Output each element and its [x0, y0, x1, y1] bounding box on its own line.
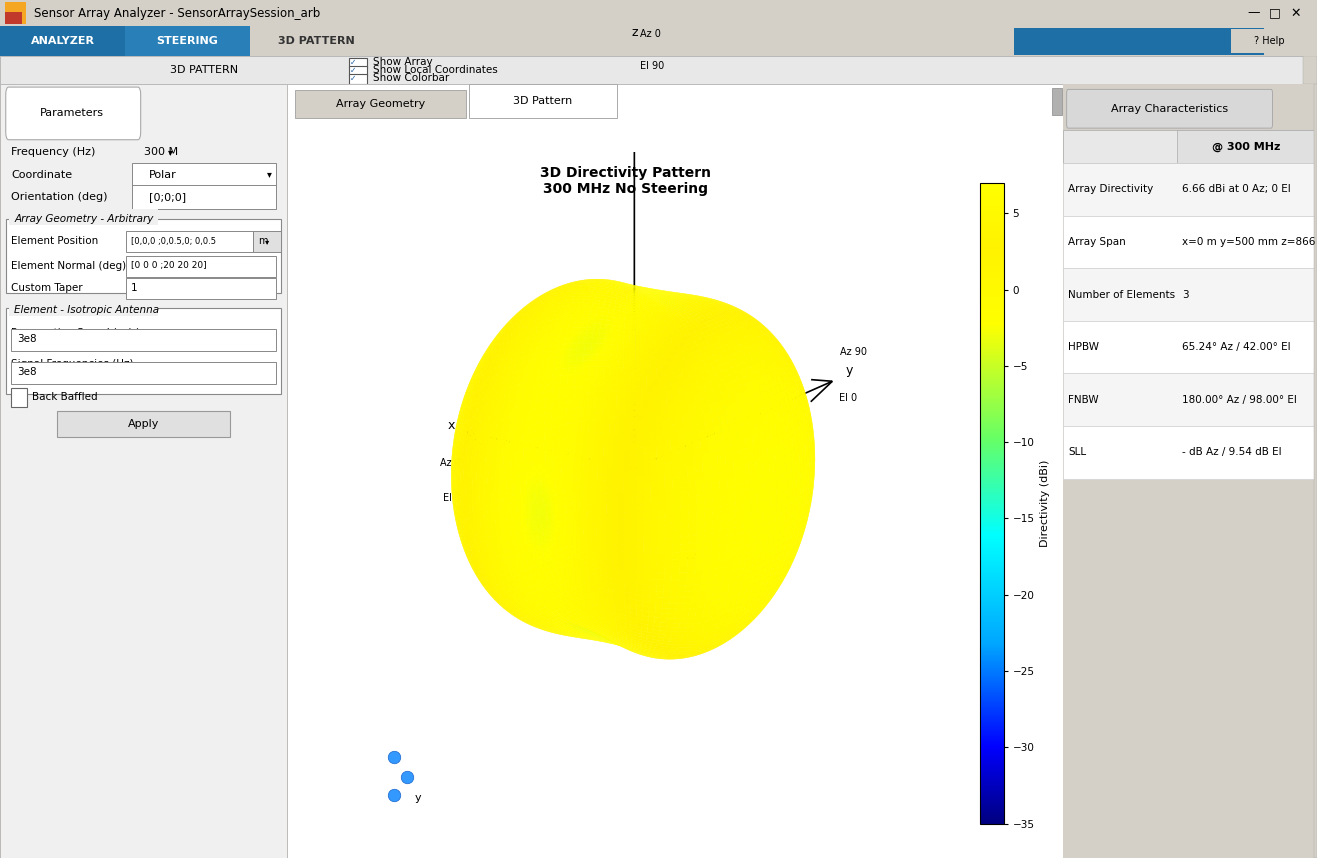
Bar: [5, 2, 26, 24]
Text: m: m: [258, 236, 267, 246]
Bar: [12, 362, 275, 384]
Text: 180.00° Az / 98.00° El: 180.00° Az / 98.00° El: [1183, 395, 1297, 405]
Text: 3D PATTERN: 3D PATTERN: [278, 36, 354, 46]
FancyBboxPatch shape: [1067, 89, 1272, 128]
Bar: [12, 388, 28, 407]
Text: 3D Pattern: 3D Pattern: [514, 96, 573, 106]
Text: 1: 1: [130, 282, 137, 293]
Text: Parameters: Parameters: [40, 107, 104, 118]
Text: Array Geometry: Array Geometry: [336, 100, 425, 109]
Bar: [9, 209, 158, 225]
Bar: [1052, 88, 1062, 115]
Text: □: □: [1270, 7, 1280, 20]
Title: 3D Directivity Pattern
300 MHz No Steering: 3D Directivity Pattern 300 MHz No Steeri…: [540, 166, 711, 196]
Text: Coordinate: Coordinate: [12, 170, 72, 179]
Text: Show Local Coordinates: Show Local Coordinates: [373, 65, 498, 76]
Text: Show Array: Show Array: [373, 57, 432, 68]
Bar: [1063, 426, 1317, 479]
Bar: [5, 309, 282, 394]
Text: Number of Elements: Number of Elements: [1068, 289, 1175, 299]
Text: Signal Frequencies (Hz): Signal Frequencies (Hz): [12, 360, 134, 369]
Text: Frequency (Hz): Frequency (Hz): [12, 147, 96, 157]
Bar: [1063, 269, 1317, 321]
Text: FNBW: FNBW: [1068, 395, 1098, 405]
Text: ✓: ✓: [350, 66, 357, 75]
Text: Sensor Array Analyzer - SensorArraySession_arb: Sensor Array Analyzer - SensorArraySessi…: [34, 7, 320, 20]
Text: [0;0;0]: [0;0;0]: [149, 192, 187, 202]
Bar: [9, 300, 158, 317]
Bar: [132, 185, 275, 208]
Bar: [1314, 84, 1317, 858]
Text: Array Span: Array Span: [1068, 237, 1126, 247]
Bar: [1303, 56, 1317, 84]
Text: Propagation Speed (m/s): Propagation Speed (m/s): [12, 329, 141, 338]
Text: Array Geometry - Arbitrary: Array Geometry - Arbitrary: [14, 214, 154, 224]
Text: Element - Isotropic Antenna: Element - Isotropic Antenna: [14, 305, 159, 315]
Bar: [1014, 27, 1264, 55]
Text: HPBW: HPBW: [1068, 342, 1098, 352]
FancyBboxPatch shape: [5, 88, 141, 140]
Bar: [132, 163, 275, 186]
Text: 65.24° Az / 42.00° El: 65.24° Az / 42.00° El: [1183, 342, 1291, 352]
Bar: [58, 411, 229, 437]
Text: ✓: ✓: [350, 74, 357, 82]
Text: Show Colorbar: Show Colorbar: [373, 73, 449, 83]
Y-axis label: Directivity (dBi): Directivity (dBi): [1040, 460, 1050, 547]
Text: Custom Taper: Custom Taper: [12, 282, 83, 293]
Text: 300 M: 300 M: [144, 147, 178, 157]
Bar: [349, 58, 367, 68]
Bar: [1231, 29, 1308, 53]
Text: 3: 3: [1183, 289, 1189, 299]
Bar: [1063, 373, 1317, 426]
Text: - dB Az / 9.54 dB El: - dB Az / 9.54 dB El: [1183, 447, 1281, 457]
Text: Array Characteristics: Array Characteristics: [1112, 104, 1229, 114]
Bar: [125, 26, 250, 56]
Text: Element Position: Element Position: [12, 236, 99, 246]
Text: Array Directivity: Array Directivity: [1068, 184, 1154, 194]
Text: Orientation (deg): Orientation (deg): [12, 192, 108, 202]
Text: 3e8: 3e8: [17, 335, 37, 344]
Bar: [295, 90, 465, 118]
Text: Element Normal (deg): Element Normal (deg): [12, 261, 126, 271]
Text: 3D PATTERN: 3D PATTERN: [170, 65, 238, 75]
Text: Polar: Polar: [149, 170, 176, 179]
Bar: [349, 66, 367, 76]
Text: ? Help: ? Help: [1254, 36, 1285, 46]
Text: ANALYZER: ANALYZER: [30, 36, 95, 46]
Text: ▾: ▾: [169, 147, 173, 157]
Text: [0,0,0 ;0,0.5,0; 0,0.5: [0,0,0 ;0,0.5,0; 0,0.5: [130, 237, 216, 245]
Text: ▾: ▾: [267, 170, 271, 179]
Bar: [126, 278, 275, 299]
Text: x=0 m y=500 mm z=866 mm: x=0 m y=500 mm z=866 mm: [1183, 237, 1317, 247]
Text: @ 300 MHz: @ 300 MHz: [1212, 142, 1280, 152]
Bar: [126, 231, 253, 252]
Bar: [253, 231, 282, 252]
Bar: [1063, 163, 1317, 215]
Text: ▾: ▾: [265, 237, 269, 245]
Bar: [5, 219, 282, 293]
Text: 6.66 dBi at 0 Az; 0 El: 6.66 dBi at 0 Az; 0 El: [1183, 184, 1291, 194]
Bar: [1177, 130, 1317, 163]
Bar: [1063, 321, 1317, 373]
Text: Apply: Apply: [128, 419, 159, 429]
Bar: [349, 74, 367, 84]
Text: SLL: SLL: [1068, 447, 1087, 457]
Bar: [469, 84, 616, 118]
Bar: [12, 329, 275, 351]
Text: y: y: [415, 793, 421, 802]
Bar: [5, 12, 22, 24]
Bar: [250, 26, 382, 56]
Text: —: —: [1247, 7, 1260, 20]
Text: Back Baffled: Back Baffled: [32, 392, 97, 402]
Text: 3e8: 3e8: [17, 367, 37, 377]
Bar: [0, 26, 125, 56]
Bar: [1063, 130, 1317, 163]
Text: STEERING: STEERING: [157, 36, 219, 46]
Text: ✓: ✓: [350, 58, 357, 67]
Text: [0 0 0 ;20 20 20]: [0 0 0 ;20 20 20]: [130, 262, 207, 270]
Text: ✕: ✕: [1291, 7, 1301, 20]
Bar: [1063, 215, 1317, 269]
Bar: [126, 256, 275, 277]
